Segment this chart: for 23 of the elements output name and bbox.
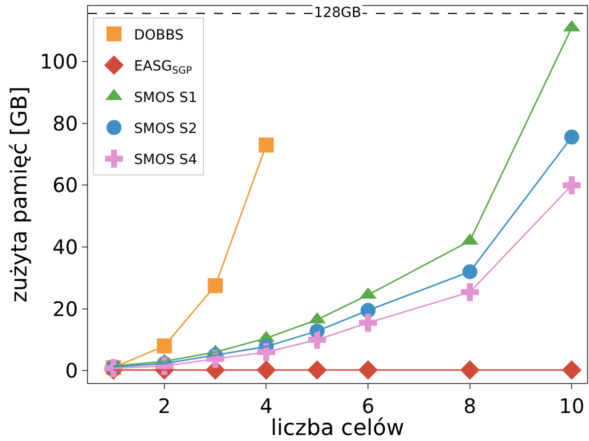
ref-line-label: 128GB — [314, 5, 362, 21]
point — [564, 130, 580, 145]
y-tick-label: 80 — [52, 111, 78, 136]
x-tick-label: 6 — [362, 394, 374, 418]
point — [258, 138, 274, 153]
x-tick-label: 4 — [260, 394, 273, 418]
x-axis-title: liczba celów — [270, 416, 404, 441]
legend-label: SMOS S1 — [134, 90, 198, 106]
y-tick-label: 40 — [52, 235, 78, 260]
point — [562, 360, 582, 380]
y-tick-label: 0 — [65, 358, 78, 383]
y-tick-label: 100 — [40, 50, 78, 74]
y-axis-title: zużyta pamięć [GB] — [8, 86, 33, 303]
x-tick-label: 8 — [464, 394, 476, 418]
x-tick-label: 2 — [158, 394, 171, 418]
legend-label: DOBBS — [134, 27, 184, 44]
y-tick-label: 60 — [52, 173, 78, 198]
legend-label: SMOS S4 — [134, 152, 198, 168]
x-tick-label: 10 — [558, 394, 584, 418]
y-tick-label: 20 — [52, 296, 78, 321]
legend-label: EASG$_{SGP}$ — [134, 58, 192, 77]
legend-label: SMOS S2 — [134, 120, 198, 137]
point — [562, 176, 581, 194]
